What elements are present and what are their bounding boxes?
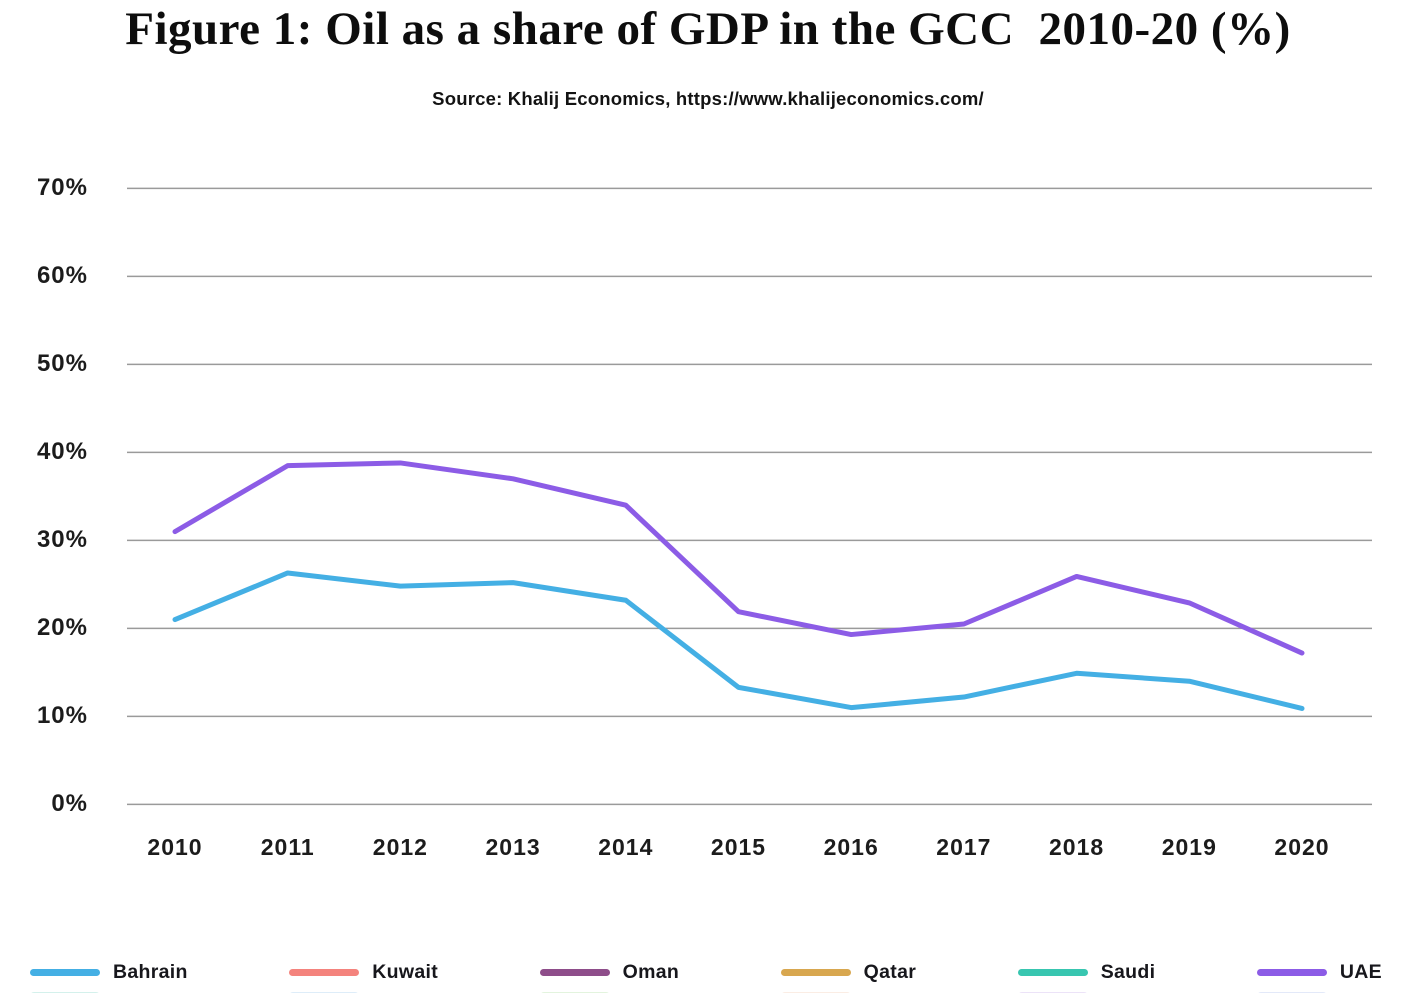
- legend-swatch: [289, 968, 360, 976]
- legend-label: Qatar: [863, 960, 917, 983]
- legend: Bahrain Kuwait Oman Qatar Saudi UAE: [0, 954, 1416, 993]
- legend-row2-swatch-cutoff: [539, 991, 610, 993]
- series-line-bahrain: [172, 570, 1305, 711]
- legend-item-qatar[interactable]: Qatar: [780, 960, 917, 993]
- legend-swatch: [1256, 968, 1327, 976]
- legend-label: UAE: [1339, 960, 1382, 983]
- chart-source: Source: Khalij Economics, https://www.kh…: [432, 88, 984, 109]
- chart-title: Figure 1: Oil as a share of GDP in the G…: [125, 3, 1291, 55]
- series-line-uae: [172, 460, 1305, 656]
- legend-row2-swatch-cutoff: [780, 991, 851, 993]
- legend-swatch: [539, 968, 610, 976]
- legend-label: Saudi: [1100, 960, 1156, 983]
- legend-row2-swatch-cutoff: [30, 991, 100, 993]
- legend-label: Oman: [622, 960, 680, 983]
- legend-row2-swatch-cutoff: [1256, 991, 1327, 993]
- legend-item-oman[interactable]: Oman: [539, 960, 680, 993]
- legend-item-kuwait[interactable]: Kuwait: [289, 960, 439, 993]
- legend-label: Kuwait: [372, 960, 439, 983]
- legend-item-uae[interactable]: UAE: [1256, 960, 1382, 993]
- legend-swatch: [1017, 968, 1088, 976]
- legend-swatch: [780, 968, 851, 976]
- legend-row2-swatch-cutoff: [289, 991, 360, 993]
- legend-swatch: [30, 968, 100, 976]
- legend-label: Bahrain: [113, 960, 188, 983]
- legend-row2-swatch-cutoff: [1017, 991, 1088, 993]
- legend-item-saudi[interactable]: Saudi: [1017, 960, 1156, 993]
- legend-item-bahrain[interactable]: Bahrain: [30, 960, 188, 993]
